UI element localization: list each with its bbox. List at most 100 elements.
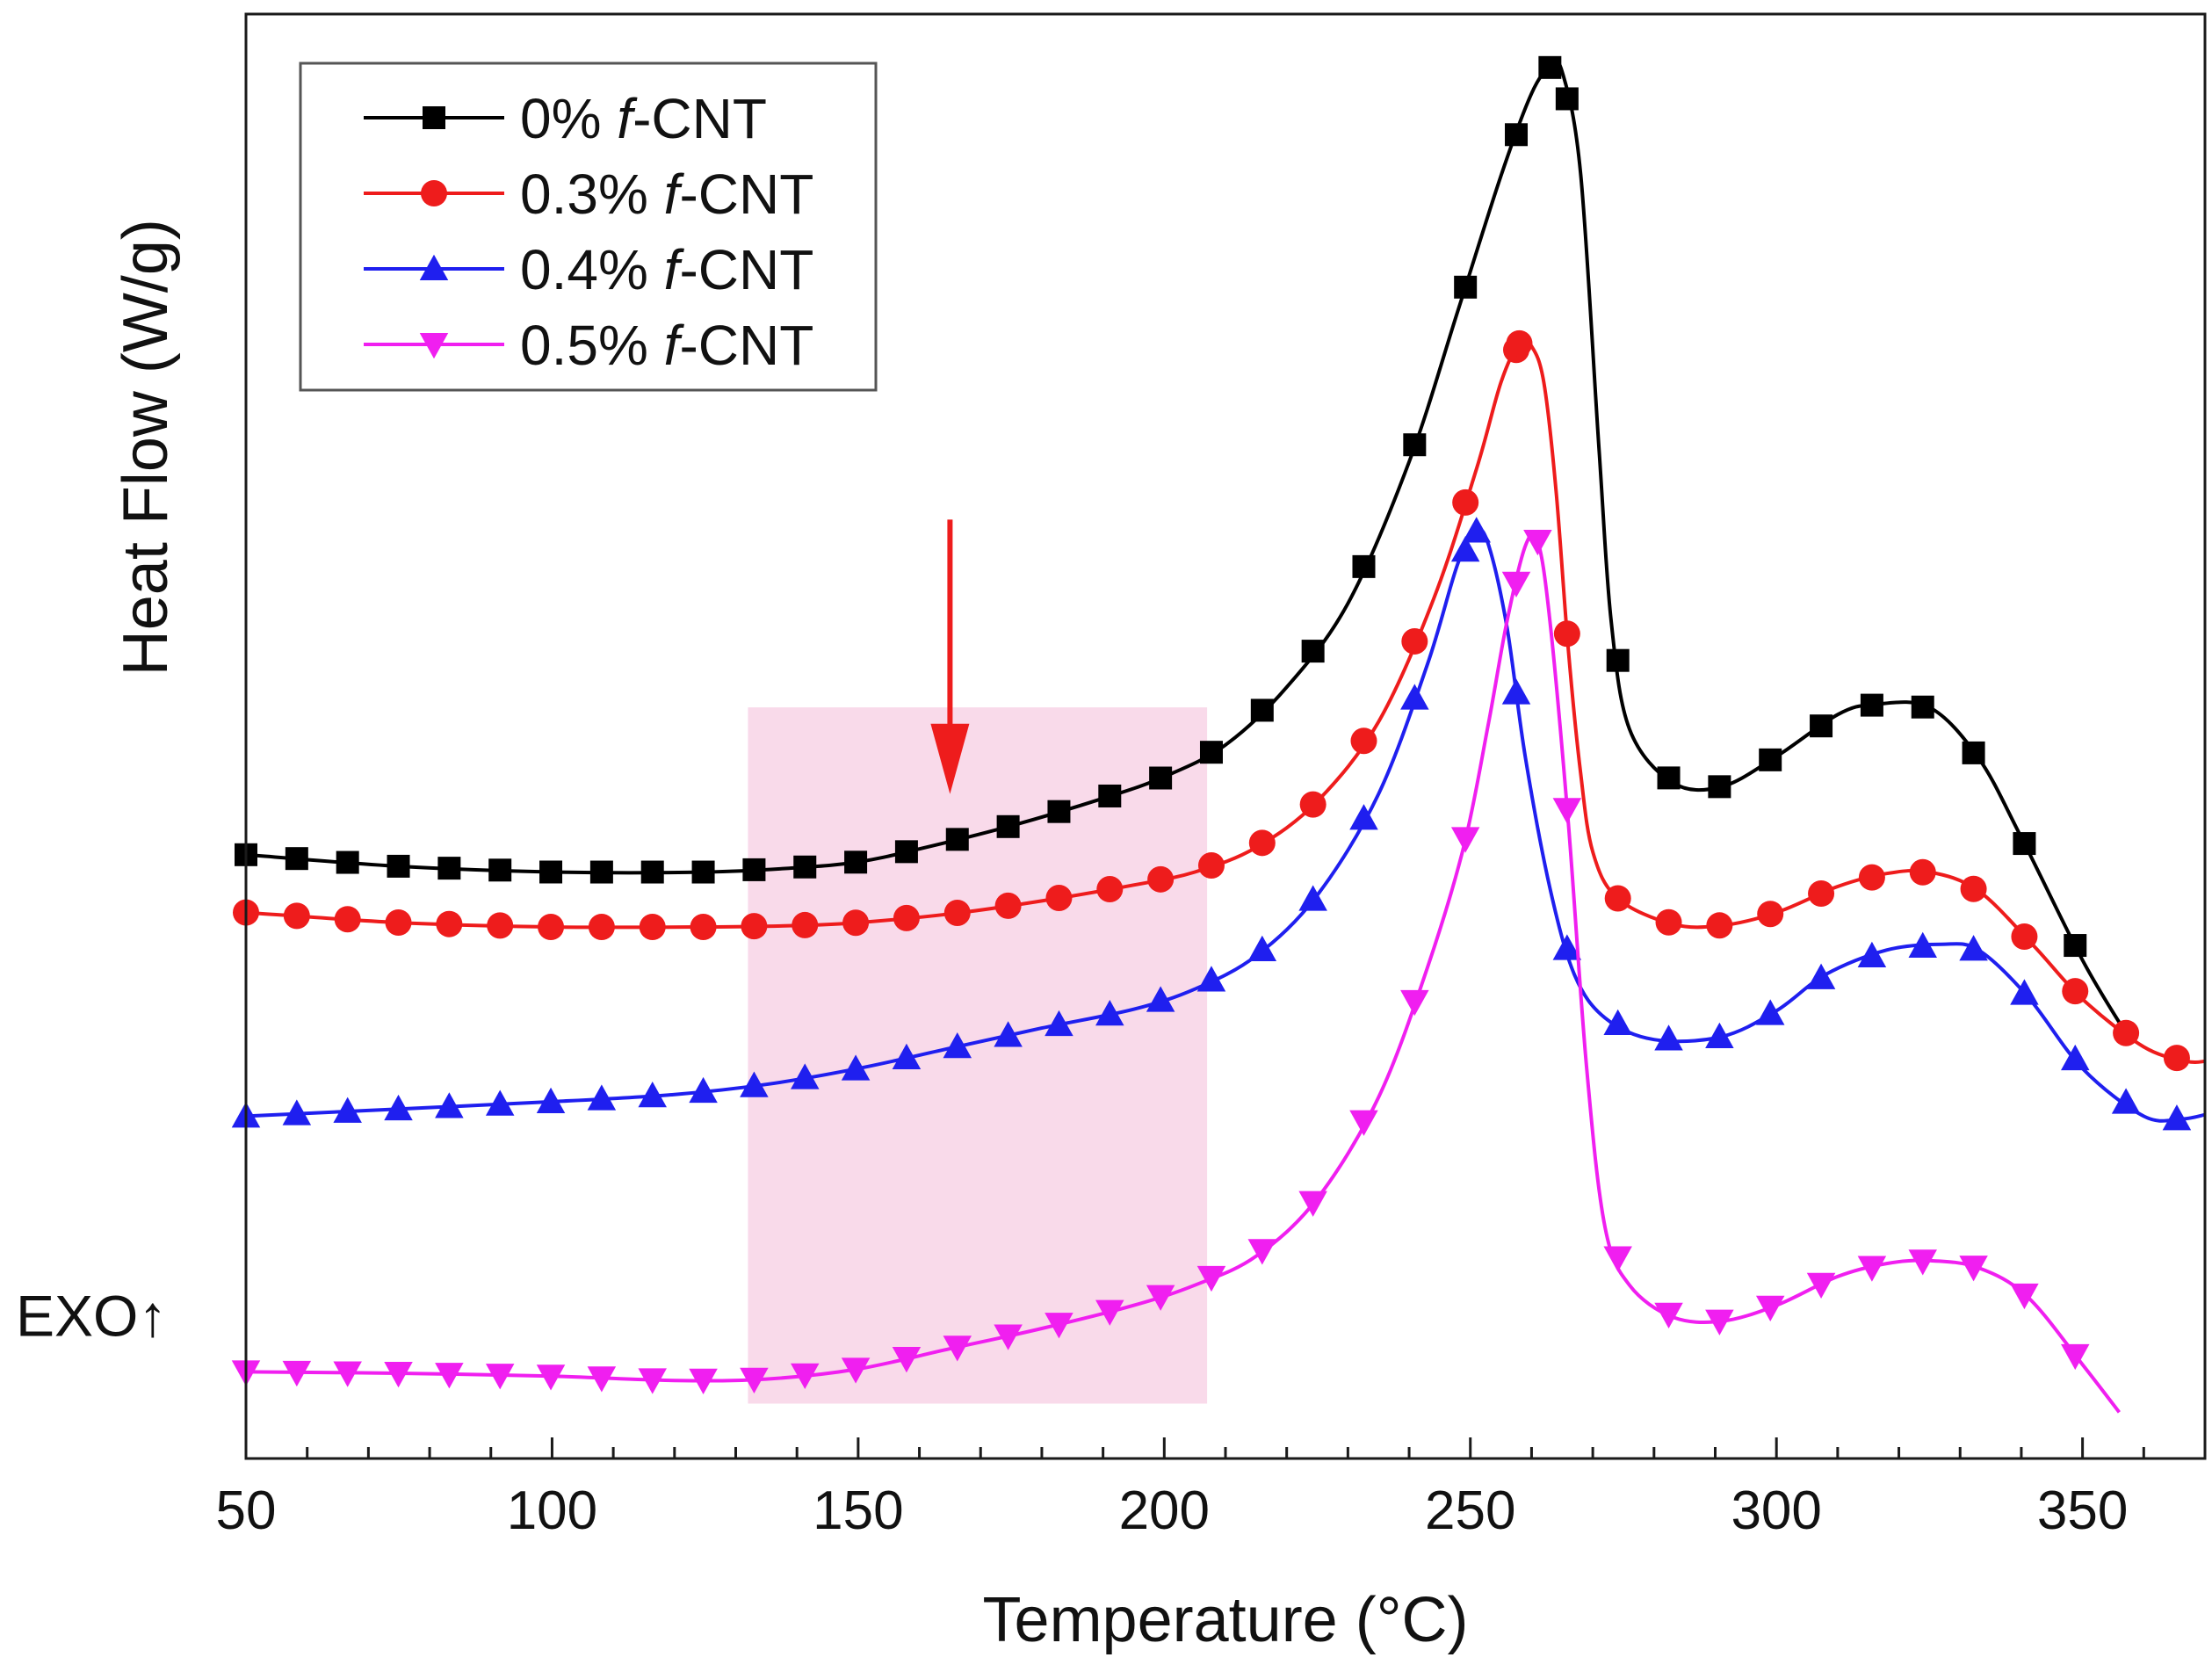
data-point (2061, 1044, 2090, 1071)
data-point (2011, 923, 2038, 950)
data-point (283, 902, 310, 930)
data-point (1555, 87, 1579, 111)
data-point (1604, 885, 1631, 912)
data-point (1197, 851, 1225, 879)
data-point (1462, 517, 1491, 543)
data-point (1045, 1313, 1073, 1339)
data-point (1962, 741, 1985, 764)
x-tick-label: 150 (813, 1480, 903, 1541)
legend-item: 0.3% f-CNT (364, 163, 813, 226)
data-point (1146, 1285, 1175, 1311)
data-point (639, 914, 666, 941)
data-point (1505, 123, 1529, 147)
legend-label: 0.4% f-CNT (520, 238, 813, 301)
data-point (689, 1368, 718, 1394)
data-point (892, 1346, 922, 1373)
highlight-region (748, 707, 1208, 1404)
data-point (1552, 934, 1582, 960)
legend-label-suffix: -CNT (679, 314, 813, 377)
data-point (893, 904, 920, 931)
data-point (994, 892, 1022, 919)
data-point (1806, 1272, 1836, 1299)
data-point (485, 1089, 515, 1116)
x-tick-label: 200 (1119, 1480, 1210, 1541)
data-point (1047, 800, 1071, 823)
x-axis-title: Temperature (°C) (983, 1585, 1469, 1655)
series-0 (235, 55, 2128, 1034)
data-point (437, 857, 461, 880)
data-point (1911, 695, 1934, 719)
data-point (1400, 684, 1429, 710)
legend-label: 0.3% f-CNT (520, 163, 813, 226)
data-point (1199, 741, 1223, 764)
series-3 (231, 530, 2121, 1414)
data-point (790, 1063, 820, 1089)
exo-arrow-glyph: ↑ (138, 1283, 167, 1348)
data-point (1908, 931, 1937, 959)
data-point (1506, 329, 1533, 357)
data-point (1349, 1110, 1378, 1136)
data-point (1095, 1000, 1124, 1026)
data-point (690, 914, 717, 941)
data-point (1350, 727, 1377, 755)
data-point (1196, 1265, 1226, 1292)
data-point (1452, 489, 1479, 516)
data-point (894, 840, 918, 864)
legend-label-prefix: 0.4% (520, 238, 664, 301)
data-point (740, 1367, 769, 1394)
data-point (691, 860, 715, 884)
data-point (1250, 698, 1274, 722)
data-point (892, 1043, 922, 1069)
data-point (1959, 935, 1988, 961)
data-point (1095, 1299, 1124, 1326)
data-point (1705, 1022, 1734, 1049)
legend-marker (419, 333, 449, 359)
data-point (1096, 876, 1124, 903)
legend-label-suffix: -CNT (633, 87, 767, 150)
data-point (589, 860, 613, 884)
data-point (435, 1363, 464, 1389)
legend-label-prefix: 0.3% (520, 163, 664, 226)
data-point (1501, 678, 1531, 705)
x-axis-ticks: 50 100 150 200 250 300 350 (216, 1437, 2207, 1541)
data-point (792, 911, 819, 938)
legend-label-prefix: 0.5% (520, 314, 664, 377)
data-point (485, 1364, 515, 1390)
data-point (1654, 1302, 1683, 1329)
data-point (2010, 1283, 2039, 1310)
data-point (1552, 798, 1582, 824)
data-point (994, 1324, 1023, 1350)
data-point (1247, 1239, 1277, 1265)
data-point (1298, 1191, 1327, 1217)
data-point (1352, 554, 1376, 578)
legend-marker (421, 180, 447, 206)
data-point (1196, 966, 1226, 992)
legend-label-prefix: 0% (520, 87, 617, 150)
data-point (943, 900, 971, 927)
data-point (741, 913, 768, 940)
data-point (2062, 978, 2089, 1005)
data-point (285, 847, 308, 871)
data-point (1759, 748, 1782, 771)
data-point (1247, 935, 1277, 961)
data-point (842, 909, 870, 937)
data-point (1454, 275, 1478, 299)
data-point (1450, 536, 1480, 562)
data-point (1538, 55, 1562, 79)
data-point (793, 855, 817, 879)
data-point (387, 854, 410, 878)
data-point (1553, 620, 1580, 648)
data-point (1959, 1256, 1988, 1282)
data-point (1860, 693, 1883, 717)
legend: 0% f-CNT 0.3% f-CNT 0.4% f-CNT 0.5% f-CNT (299, 62, 878, 392)
data-point (1098, 784, 1122, 807)
data-point (1857, 1256, 1887, 1282)
data-point (336, 850, 359, 874)
data-point (1349, 804, 1378, 830)
data-point (1757, 901, 1784, 928)
legend-item: 0% f-CNT (364, 87, 767, 150)
data-point (1301, 640, 1325, 663)
data-point (841, 1054, 871, 1081)
data-point (1146, 986, 1175, 1012)
y-axis-title: Heat Flow (W/g) (111, 219, 181, 676)
